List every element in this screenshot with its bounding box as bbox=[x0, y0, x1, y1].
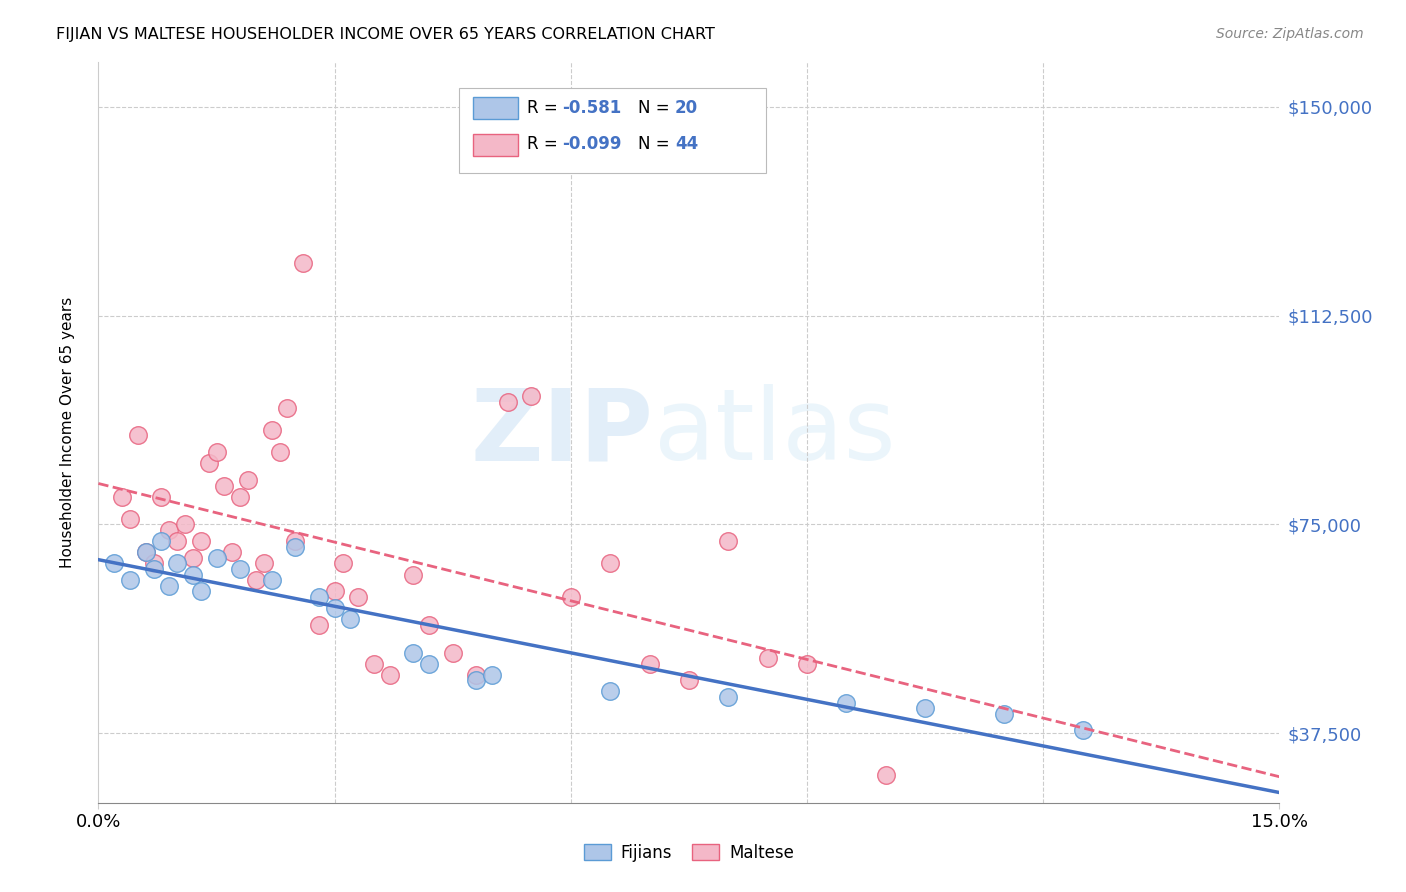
Point bbox=[560, 590, 582, 604]
Point bbox=[418, 657, 440, 671]
Point bbox=[157, 523, 180, 537]
Point bbox=[205, 550, 228, 565]
Point bbox=[284, 540, 307, 554]
Point bbox=[520, 389, 543, 403]
Point bbox=[111, 490, 134, 504]
Point bbox=[378, 667, 401, 681]
Text: 44: 44 bbox=[675, 135, 697, 153]
Point bbox=[465, 667, 488, 681]
Point bbox=[103, 557, 125, 571]
Point bbox=[323, 584, 346, 599]
Point bbox=[142, 562, 165, 576]
Point bbox=[245, 573, 267, 587]
Point bbox=[717, 690, 740, 704]
Text: 20: 20 bbox=[675, 99, 697, 117]
Point bbox=[638, 657, 661, 671]
Point bbox=[135, 545, 157, 559]
Text: ZIP: ZIP bbox=[471, 384, 654, 481]
Point bbox=[135, 545, 157, 559]
Point bbox=[229, 490, 252, 504]
Y-axis label: Householder Income Over 65 years: Householder Income Over 65 years bbox=[60, 297, 75, 568]
Point bbox=[260, 423, 283, 437]
Point bbox=[127, 428, 149, 442]
Point bbox=[496, 395, 519, 409]
Point bbox=[276, 401, 298, 415]
Point bbox=[166, 557, 188, 571]
Point bbox=[717, 534, 740, 549]
FancyBboxPatch shape bbox=[458, 88, 766, 173]
Point bbox=[756, 651, 779, 665]
Text: -0.099: -0.099 bbox=[562, 135, 621, 153]
Point bbox=[599, 557, 621, 571]
Point bbox=[481, 667, 503, 681]
Point bbox=[363, 657, 385, 671]
Text: FIJIAN VS MALTESE HOUSEHOLDER INCOME OVER 65 YEARS CORRELATION CHART: FIJIAN VS MALTESE HOUSEHOLDER INCOME OVE… bbox=[56, 27, 716, 42]
Point bbox=[157, 579, 180, 593]
Point bbox=[284, 534, 307, 549]
Point bbox=[875, 768, 897, 782]
Point bbox=[599, 684, 621, 698]
Point bbox=[174, 517, 197, 532]
Point bbox=[166, 534, 188, 549]
Point bbox=[118, 512, 141, 526]
Point bbox=[181, 550, 204, 565]
Point bbox=[1071, 723, 1094, 738]
Point bbox=[796, 657, 818, 671]
Point bbox=[253, 557, 276, 571]
Point bbox=[339, 612, 361, 626]
Text: Source: ZipAtlas.com: Source: ZipAtlas.com bbox=[1216, 27, 1364, 41]
Text: N =: N = bbox=[638, 135, 675, 153]
FancyBboxPatch shape bbox=[472, 135, 517, 156]
Point bbox=[118, 573, 141, 587]
Point bbox=[323, 601, 346, 615]
Point bbox=[347, 590, 370, 604]
Point bbox=[150, 534, 173, 549]
Point bbox=[190, 534, 212, 549]
Text: R =: R = bbox=[527, 135, 564, 153]
Point bbox=[441, 646, 464, 660]
Point bbox=[332, 557, 354, 571]
Legend: Fijians, Maltese: Fijians, Maltese bbox=[578, 838, 800, 869]
Point bbox=[402, 567, 425, 582]
Point bbox=[993, 706, 1015, 721]
Point bbox=[205, 445, 228, 459]
Text: atlas: atlas bbox=[654, 384, 896, 481]
Point bbox=[221, 545, 243, 559]
Point bbox=[190, 584, 212, 599]
Point bbox=[835, 696, 858, 710]
Point bbox=[402, 646, 425, 660]
Point bbox=[197, 456, 219, 470]
Point bbox=[308, 617, 330, 632]
Point bbox=[150, 490, 173, 504]
Point bbox=[214, 478, 236, 492]
Point bbox=[142, 557, 165, 571]
Text: N =: N = bbox=[638, 99, 675, 117]
Point bbox=[292, 256, 315, 270]
Point bbox=[269, 445, 291, 459]
Point bbox=[236, 473, 259, 487]
Text: -0.581: -0.581 bbox=[562, 99, 621, 117]
Point bbox=[181, 567, 204, 582]
Point bbox=[678, 673, 700, 688]
FancyBboxPatch shape bbox=[472, 97, 517, 120]
Text: R =: R = bbox=[527, 99, 564, 117]
Point bbox=[418, 617, 440, 632]
Point bbox=[308, 590, 330, 604]
Point bbox=[229, 562, 252, 576]
Point bbox=[914, 701, 936, 715]
Point bbox=[465, 673, 488, 688]
Point bbox=[260, 573, 283, 587]
